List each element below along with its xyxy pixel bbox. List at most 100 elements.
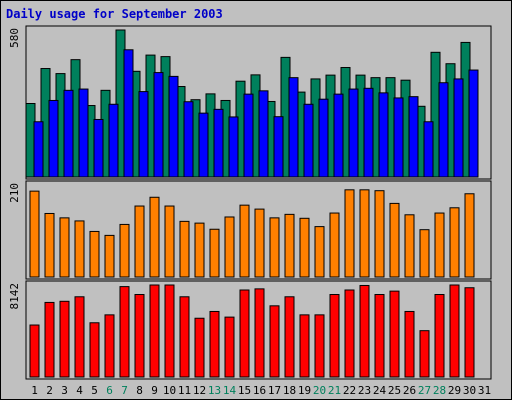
bar-files-day-9 bbox=[153, 72, 164, 178]
bar-pages-day-3 bbox=[59, 217, 70, 278]
bar-pages-day-2 bbox=[44, 212, 55, 278]
bar-files-day-23 bbox=[363, 87, 374, 178]
x-tick-label-16: 16 bbox=[253, 384, 266, 397]
bar-pages-day-14 bbox=[224, 216, 235, 278]
bar-kbytes-day-23 bbox=[359, 284, 370, 378]
bar-files-day-29 bbox=[453, 78, 464, 178]
bar-kbytes-day-16 bbox=[254, 288, 265, 378]
bar-kbytes-day-21 bbox=[329, 294, 340, 378]
bar-pages-day-26 bbox=[404, 214, 415, 278]
x-tick-label-12: 12 bbox=[193, 384, 206, 397]
ymax-label-hits-files: 580 bbox=[8, 28, 21, 48]
bar-kbytes-day-7 bbox=[119, 286, 130, 378]
bar-files-day-18 bbox=[288, 77, 299, 178]
bar-pages-day-30 bbox=[464, 193, 475, 278]
x-tick-label-25: 25 bbox=[388, 384, 401, 397]
bar-pages-day-21 bbox=[329, 212, 340, 278]
bar-pages-day-22 bbox=[344, 189, 355, 278]
ymax-label-pages: 210 bbox=[8, 183, 21, 203]
bar-pages-day-4 bbox=[74, 220, 85, 278]
x-tick-label-18: 18 bbox=[283, 384, 296, 397]
bar-pages-day-1 bbox=[29, 190, 40, 278]
x-tick-label-14: 14 bbox=[223, 384, 237, 397]
bar-pages-day-20 bbox=[314, 226, 325, 278]
bar-files-day-12 bbox=[198, 112, 209, 178]
bar-pages-day-18 bbox=[284, 213, 295, 278]
bar-pages-day-19 bbox=[299, 217, 310, 278]
bar-pages-day-9 bbox=[149, 196, 160, 278]
bar-files-day-4 bbox=[78, 88, 89, 178]
x-tick-label-20: 20 bbox=[313, 384, 326, 397]
bar-kbytes-day-24 bbox=[374, 294, 385, 378]
x-tick-label-4: 4 bbox=[76, 384, 83, 397]
bar-kbytes-day-27 bbox=[419, 330, 430, 378]
x-tick-label-27: 27 bbox=[418, 384, 431, 397]
bar-kbytes-day-29 bbox=[449, 284, 460, 378]
x-tick-label-2: 2 bbox=[46, 384, 53, 397]
x-tick-label-13: 13 bbox=[208, 384, 221, 397]
bar-files-day-22 bbox=[348, 88, 359, 178]
bar-kbytes-day-19 bbox=[299, 314, 310, 378]
bar-files-day-3 bbox=[63, 89, 74, 178]
bar-kbytes-day-30 bbox=[464, 287, 475, 378]
bar-kbytes-day-10 bbox=[164, 284, 175, 378]
bar-kbytes-day-14 bbox=[224, 316, 235, 378]
x-tick-label-1: 1 bbox=[31, 384, 38, 397]
bar-files-day-20 bbox=[318, 98, 329, 178]
bar-pages-day-12 bbox=[194, 222, 205, 278]
bar-files-day-28 bbox=[438, 82, 449, 178]
bar-files-day-26 bbox=[408, 96, 419, 178]
bar-kbytes-day-25 bbox=[389, 290, 400, 378]
bar-files-day-5 bbox=[93, 118, 104, 178]
x-tick-label-7: 7 bbox=[121, 384, 128, 397]
bar-pages-day-28 bbox=[434, 212, 445, 278]
bar-files-day-19 bbox=[303, 103, 314, 178]
x-tick-label-29: 29 bbox=[448, 384, 461, 397]
x-tick-label-21: 21 bbox=[328, 384, 341, 397]
bar-kbytes-day-18 bbox=[284, 296, 295, 378]
x-tick-label-30: 30 bbox=[463, 384, 476, 397]
bar-files-day-7 bbox=[123, 49, 134, 178]
x-tick-label-24: 24 bbox=[373, 384, 387, 397]
chart-title: Daily usage for September 2003 bbox=[6, 7, 223, 21]
bar-files-day-14 bbox=[228, 116, 239, 178]
bar-kbytes-day-3 bbox=[59, 300, 70, 378]
x-tick-label-6: 6 bbox=[106, 384, 113, 397]
bar-pages-day-16 bbox=[254, 208, 265, 278]
bar-kbytes-day-28 bbox=[434, 294, 445, 378]
x-tick-label-22: 22 bbox=[343, 384, 356, 397]
bar-kbytes-day-6 bbox=[104, 314, 115, 378]
x-tick-label-8: 8 bbox=[136, 384, 143, 397]
x-tick-label-23: 23 bbox=[358, 384, 371, 397]
bar-kbytes-day-20 bbox=[314, 314, 325, 378]
bar-pages-day-17 bbox=[269, 217, 280, 278]
bar-pages-day-6 bbox=[104, 234, 115, 278]
bar-files-day-11 bbox=[183, 101, 194, 178]
x-tick-label-26: 26 bbox=[403, 384, 416, 397]
bar-pages-day-13 bbox=[209, 228, 220, 278]
bar-files-day-13 bbox=[213, 108, 224, 178]
bar-files-day-6 bbox=[108, 103, 119, 178]
bar-pages-day-15 bbox=[239, 204, 250, 278]
bar-files-day-24 bbox=[378, 92, 389, 178]
bar-kbytes-day-26 bbox=[404, 310, 415, 378]
x-tick-label-11: 11 bbox=[178, 384, 191, 397]
bar-kbytes-day-9 bbox=[149, 284, 160, 378]
bar-pages-day-29 bbox=[449, 207, 460, 278]
bar-kbytes-day-17 bbox=[269, 305, 280, 378]
bar-kbytes-day-5 bbox=[89, 322, 100, 378]
bar-pages-day-23 bbox=[359, 189, 370, 278]
bar-files-day-30 bbox=[468, 69, 479, 178]
bar-pages-day-10 bbox=[164, 205, 175, 278]
bar-kbytes-day-8 bbox=[134, 294, 145, 378]
bar-files-day-2 bbox=[48, 99, 59, 178]
bar-files-day-21 bbox=[333, 93, 344, 178]
x-tick-label-17: 17 bbox=[268, 384, 281, 397]
bar-kbytes-day-2 bbox=[44, 301, 55, 378]
bar-files-day-16 bbox=[258, 90, 269, 178]
bar-files-day-8 bbox=[138, 91, 149, 178]
bar-pages-day-24 bbox=[374, 190, 385, 278]
bar-kbytes-day-22 bbox=[344, 289, 355, 378]
x-tick-label-28: 28 bbox=[433, 384, 446, 397]
